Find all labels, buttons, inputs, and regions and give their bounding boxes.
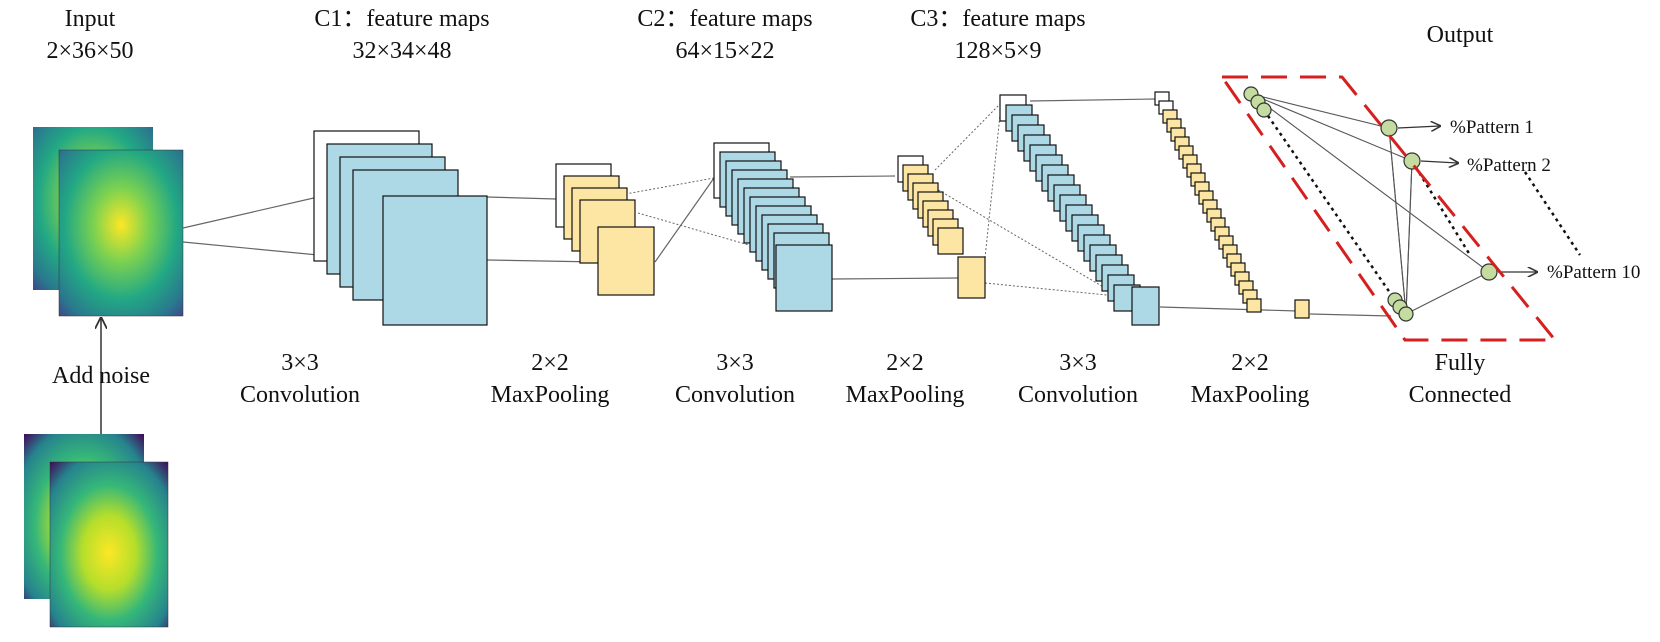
pool1-stack xyxy=(555,163,655,296)
pattern-1-label: %Pattern 1 xyxy=(1450,117,1534,138)
fc-neuron xyxy=(1256,102,1272,118)
op-3-name: Convolution xyxy=(675,382,795,408)
c1-title: C1：feature maps xyxy=(314,6,489,32)
c1-conv-stack xyxy=(313,130,488,326)
pool1-stack-map xyxy=(597,226,655,296)
pattern-2-label: %Pattern 2 xyxy=(1467,155,1551,176)
c3-conv-stack xyxy=(999,94,1160,326)
op-3-kernel: 3×3 xyxy=(716,350,754,376)
op-1-kernel: 3×3 xyxy=(281,350,319,376)
pattern-10-label: %Pattern 10 xyxy=(1547,262,1640,283)
op-5-kernel: 3×3 xyxy=(1059,350,1097,376)
op-2-kernel: 2×2 xyxy=(531,350,569,376)
c3-size: 128×5×9 xyxy=(954,38,1041,64)
dotted-connections xyxy=(597,103,1128,298)
fc-weights xyxy=(1250,93,1490,315)
pool3-stack-map xyxy=(1294,299,1310,319)
op-5-name: Convolution xyxy=(1018,382,1138,408)
output-neuron xyxy=(1403,152,1421,170)
op-4-name: MaxPooling xyxy=(846,382,965,408)
op-6-kernel: 2×2 xyxy=(1231,350,1269,376)
input-title: Input xyxy=(65,6,116,32)
c1-size: 32×34×48 xyxy=(352,38,451,64)
op-1-name: Convolution xyxy=(240,382,360,408)
c2-title: C2：feature maps xyxy=(637,6,812,32)
c1-conv-stack-map xyxy=(382,195,488,326)
pool2-stack xyxy=(897,155,986,299)
output-arrows xyxy=(1397,126,1537,272)
fc-neuron xyxy=(1398,306,1414,322)
c2-conv-stack-map xyxy=(775,244,833,312)
input-size: 2×36×50 xyxy=(46,38,133,64)
output-neuron xyxy=(1380,119,1398,137)
output-title: Output xyxy=(1427,22,1494,48)
fc-ellipsis xyxy=(1262,109,1582,301)
fc-label-line1: Fully xyxy=(1435,350,1486,376)
output-neuron xyxy=(1480,263,1498,281)
c2-conv-stack xyxy=(713,142,833,312)
op-6-name: MaxPooling xyxy=(1191,382,1310,408)
add-noise-label: Add noise xyxy=(52,363,150,389)
fc-label-line2: Connected xyxy=(1409,382,1512,408)
fully-connected-layer xyxy=(1243,86,1582,322)
op-2-name: MaxPooling xyxy=(491,382,610,408)
op-4-kernel: 2×2 xyxy=(886,350,924,376)
c2-size: 64×15×22 xyxy=(675,38,774,64)
c3-title: C3：feature maps xyxy=(910,6,1085,32)
pool3-stack-map xyxy=(1246,298,1262,313)
feature-map-stacks xyxy=(313,91,1310,326)
connection-lines xyxy=(182,98,1392,317)
c3-conv-stack-map xyxy=(1131,286,1160,326)
pool2-stack-map xyxy=(937,227,964,255)
pool3-stack xyxy=(1154,91,1310,319)
input-image xyxy=(33,127,184,317)
clean-image xyxy=(24,434,169,628)
fc-highlight-box xyxy=(1219,75,1559,342)
pool2-stack-map xyxy=(957,256,986,299)
